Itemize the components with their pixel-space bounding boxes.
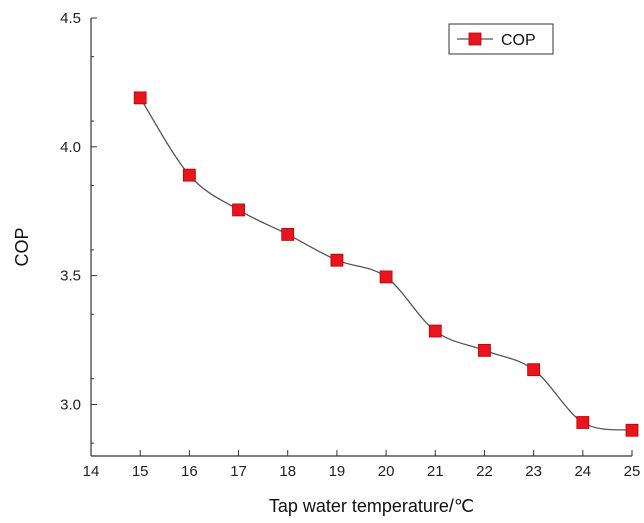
data-point-marker xyxy=(625,423,639,437)
y-axis-title: COP xyxy=(12,227,32,266)
data-point-marker xyxy=(133,91,147,105)
y-tick-label: 4.5 xyxy=(60,10,81,27)
data-point-marker xyxy=(527,363,541,377)
x-tick-label: 14 xyxy=(83,463,100,480)
chart-legend: COP xyxy=(448,23,554,55)
data-point-marker xyxy=(182,168,196,182)
x-tick-label: 25 xyxy=(624,463,641,480)
x-tick-label: 20 xyxy=(378,463,395,480)
y-tick-label: 4.0 xyxy=(60,139,81,156)
data-point-marker xyxy=(379,270,393,284)
y-tick-label: 3.5 xyxy=(60,268,81,285)
x-tick-label: 21 xyxy=(427,463,444,480)
data-point-marker xyxy=(330,253,344,267)
series-line xyxy=(139,97,633,431)
x-axis-title: Tap water temperature/℃ xyxy=(269,496,474,516)
x-tick-label: 15 xyxy=(132,463,149,480)
chart-ticks: 14 15 16 17 18 19 20 21 22 23 24 25 3.0 3.5 4.0 4.5 xyxy=(60,10,640,480)
y-tick-label: 3.0 xyxy=(60,396,81,413)
data-point-marker xyxy=(428,324,442,338)
x-tick-label: 18 xyxy=(279,463,296,480)
data-point-marker xyxy=(281,228,295,241)
x-tick-label: 17 xyxy=(230,463,247,480)
x-tick-label: 24 xyxy=(574,463,591,480)
x-tick-label: 22 xyxy=(476,463,493,480)
chart-series-layer xyxy=(133,91,639,437)
x-tick-label: 19 xyxy=(329,463,346,480)
x-tick-label: 23 xyxy=(525,463,542,480)
legend-marker-sample xyxy=(468,32,482,46)
data-point-marker xyxy=(478,343,491,357)
x-tick-label: 16 xyxy=(181,463,198,480)
chart-axes xyxy=(90,18,632,457)
data-point-marker xyxy=(576,416,590,429)
legend-label: COP xyxy=(501,32,536,49)
data-point-marker xyxy=(232,203,245,217)
